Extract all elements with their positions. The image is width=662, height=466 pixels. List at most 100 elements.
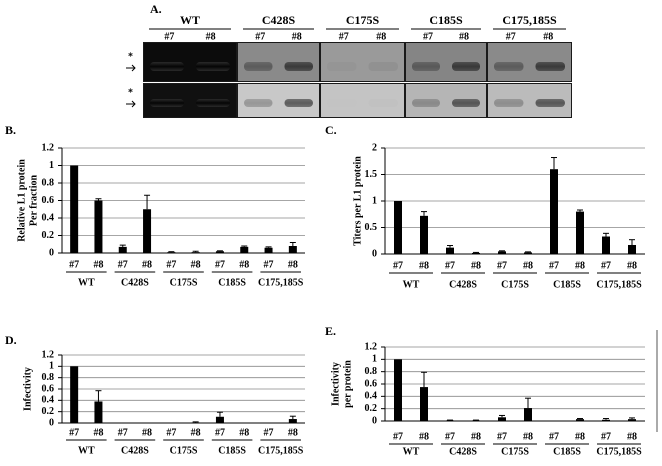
y-tick-label: 0.2: [42, 406, 55, 417]
group-label: C428S: [449, 446, 477, 457]
x-tick-label: #7: [601, 260, 611, 271]
x-tick-label: #7: [549, 431, 559, 442]
bar: [628, 244, 636, 254]
y-axis-label: Per fraction: [28, 174, 39, 226]
blot-band: [196, 62, 230, 71]
group-label: C175,185S: [502, 13, 557, 27]
bar: [264, 247, 273, 253]
group-label: WT: [180, 13, 200, 27]
bar: [576, 419, 584, 421]
y-tick-label: 0.8: [42, 372, 55, 383]
y-axis-label: Infectivity: [22, 367, 33, 411]
group-label: C175S: [346, 13, 380, 27]
y-tick-label: 0.6: [42, 195, 55, 206]
blot-band: [494, 99, 524, 107]
group-label: WT: [78, 277, 95, 288]
y-tick-label: 0: [49, 417, 54, 428]
bar: [215, 416, 224, 423]
bar: [215, 251, 224, 253]
blot-band: [535, 62, 565, 71]
group-label: WT: [403, 279, 420, 290]
group-label: WT: [403, 446, 420, 457]
blot-band: [452, 62, 480, 71]
bar: [191, 422, 200, 423]
y-axis-label: Titers per L1 protein: [352, 156, 363, 246]
x-tick-label: #7: [118, 427, 128, 438]
blot-band: [150, 62, 184, 71]
bar: [498, 417, 506, 421]
group-label: C175S: [170, 277, 198, 288]
x-tick-label: #7: [166, 427, 176, 438]
group-label: C428S: [121, 445, 149, 456]
x-tick-label: #8: [288, 259, 298, 270]
x-tick-label: #7: [445, 260, 455, 271]
x-tick-label: #8: [523, 260, 533, 271]
x-tick-label: #7: [601, 431, 611, 442]
panel-label: E.: [325, 324, 336, 338]
bar: [118, 246, 127, 253]
blot-band: [244, 99, 273, 107]
bar: [394, 201, 402, 254]
bar: [628, 419, 636, 421]
blot-band: [368, 62, 398, 71]
x-tick-label: #8: [239, 427, 249, 438]
y-tick-label: 0.2: [365, 403, 378, 414]
y-tick-label: 0.2: [42, 230, 55, 241]
group-label: C175,185S: [258, 277, 304, 288]
x-tick-label: #8: [191, 259, 201, 270]
y-tick-label: 1: [372, 354, 377, 365]
bar: [240, 246, 249, 253]
bar: [167, 252, 176, 253]
group-label: C175S: [501, 446, 529, 457]
arrow: [126, 64, 136, 72]
x-tick-label: #7: [264, 427, 274, 438]
lane-label: #7: [423, 31, 433, 42]
bar: [602, 236, 610, 254]
panel-label: D.: [5, 333, 17, 347]
blot-band: [196, 99, 230, 107]
lane-label: #8: [376, 31, 386, 42]
bar: [143, 209, 152, 253]
blot-band: [412, 62, 440, 71]
y-tick-label: 0.5: [365, 222, 378, 233]
bar: [94, 200, 103, 253]
bar: [550, 169, 558, 254]
arrow: [126, 100, 136, 108]
group-label: C175,185S: [258, 445, 304, 456]
y-axis-label: Infectivity: [330, 362, 341, 406]
x-tick-label: #8: [419, 260, 429, 271]
x-tick-label: #8: [419, 431, 429, 442]
bar: [524, 408, 532, 421]
lane-label: #8: [459, 31, 469, 42]
bar: [498, 251, 506, 254]
blot-band: [244, 62, 273, 71]
lane-label: #7: [339, 31, 349, 42]
bar: [446, 247, 454, 254]
bar: [94, 401, 103, 423]
y-tick-label: 1.5: [365, 169, 378, 180]
x-tick-label: #7: [69, 427, 79, 438]
lane-label: #7: [506, 31, 516, 42]
group-label: C175,185S: [596, 279, 642, 290]
x-tick-label: #8: [239, 259, 249, 270]
x-tick-label: #7: [497, 431, 507, 442]
y-tick-label: 1.2: [365, 341, 378, 352]
x-tick-label: #7: [166, 259, 176, 270]
y-tick-label: 1.2: [42, 349, 55, 360]
x-tick-label: #8: [93, 259, 103, 270]
marker: *: [128, 51, 133, 62]
group-label: C175S: [501, 279, 529, 290]
x-tick-label: #8: [191, 427, 201, 438]
y-tick-label: 0: [372, 415, 377, 426]
blot-band: [368, 99, 398, 107]
x-tick-label: #8: [471, 260, 481, 271]
x-tick-label: #7: [215, 259, 225, 270]
blot-band: [412, 99, 440, 107]
x-tick-label: #8: [627, 260, 637, 271]
bar: [288, 419, 297, 423]
x-tick-label: #7: [497, 260, 507, 271]
bar: [420, 215, 428, 254]
bar: [472, 420, 480, 421]
y-tick-label: 0: [372, 248, 377, 259]
